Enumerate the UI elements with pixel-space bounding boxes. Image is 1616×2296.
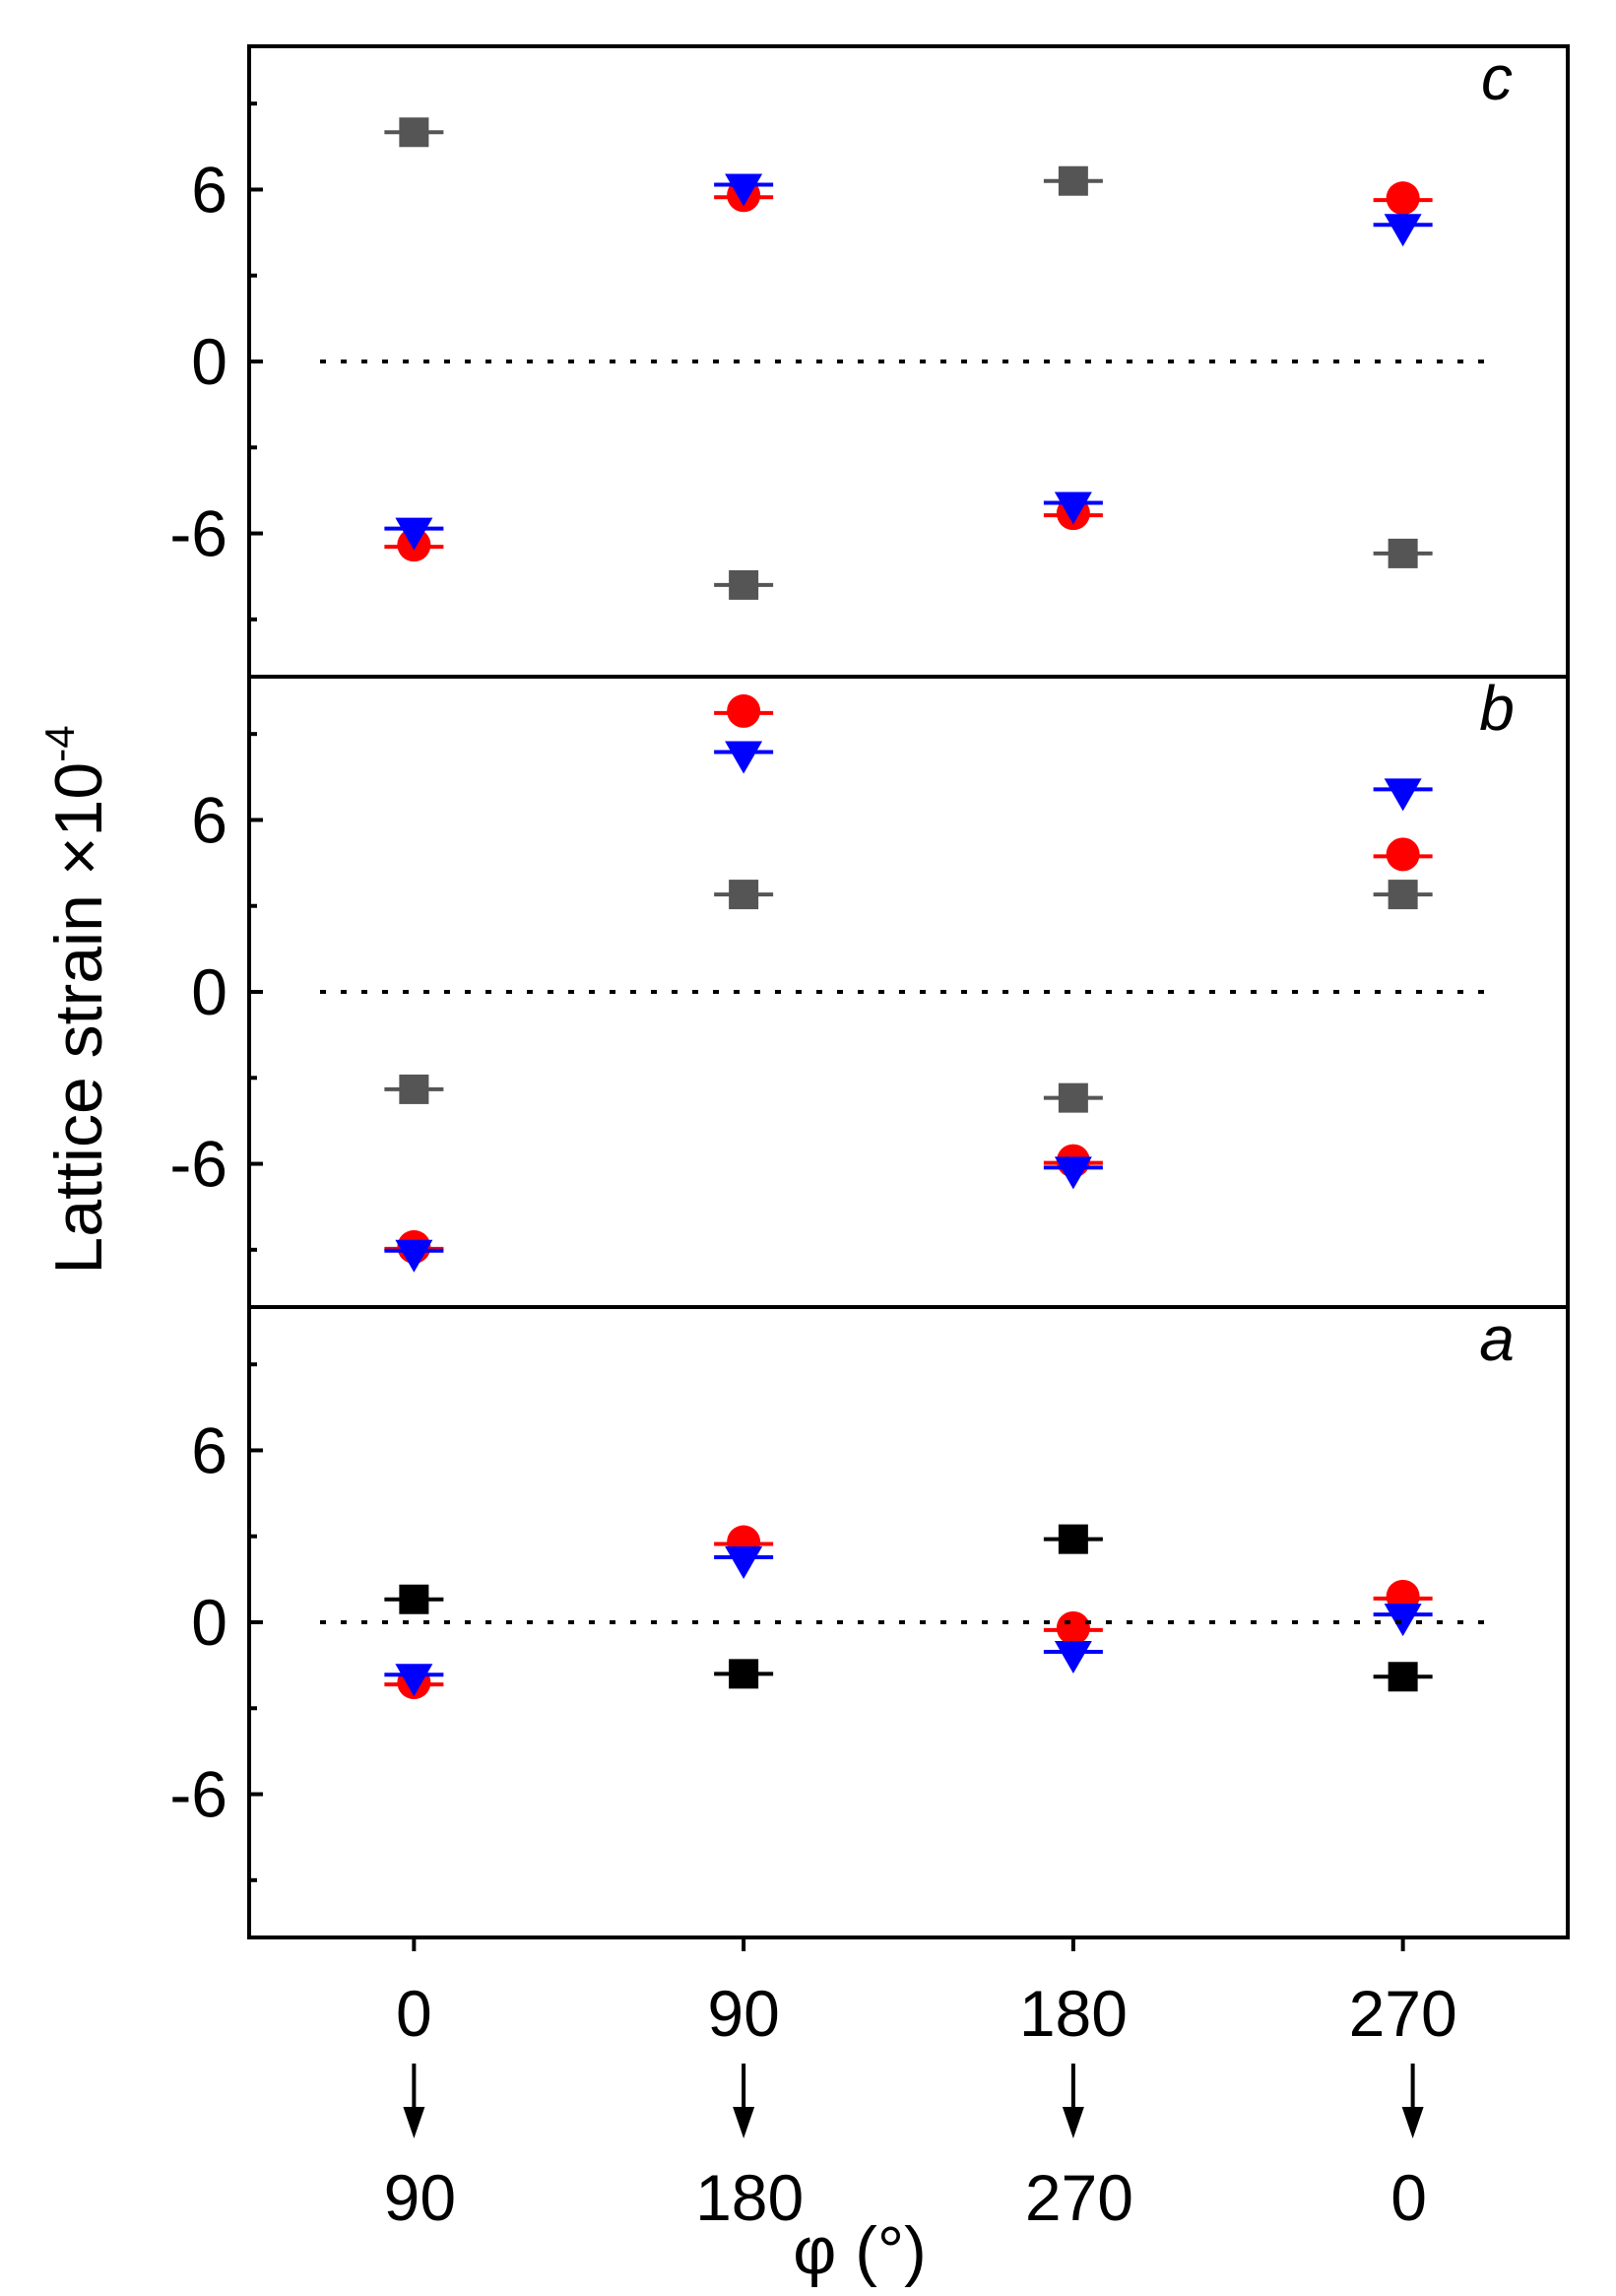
panel-label-b: b: [1479, 673, 1515, 744]
y-axis-title-exponent: -4: [36, 725, 83, 761]
x-arrow-head: [1062, 2107, 1084, 2138]
data-point-triangle: [725, 1546, 763, 1579]
x-tick-label: 270: [1349, 1977, 1457, 2050]
x-arrow-head: [1401, 2107, 1424, 2138]
x-tick-label-second-row: 0: [1390, 2161, 1427, 2234]
y-tick-label-a: -6: [169, 1758, 227, 1831]
data-point-triangle: [395, 1239, 433, 1273]
data-point-triangle: [1384, 778, 1422, 812]
y-tick-label-a: 6: [191, 1413, 227, 1486]
panel-label-c: c: [1481, 42, 1513, 113]
y-tick-label-c: 6: [191, 153, 227, 226]
data-point-square: [729, 880, 759, 910]
data-point-square: [399, 117, 429, 148]
y-tick-label-b: -6: [169, 1128, 227, 1201]
data-point-square: [1058, 1082, 1088, 1113]
y-tick-label-b: 0: [191, 955, 227, 1028]
data-point-square: [1388, 880, 1418, 910]
data-point-triangle: [1054, 1156, 1092, 1190]
y-tick-label-a: 0: [191, 1586, 227, 1659]
data-point-square: [729, 569, 759, 600]
data-point-square: [399, 1584, 429, 1614]
data-point-square: [399, 1074, 429, 1104]
data-point-triangle: [725, 741, 763, 774]
axis-layer: 6 0 -6 c 6 0 -6 b 6 0 -6 a 0 90 90 180 180 270 270 0: [169, 42, 1570, 2234]
data-point-triangle: [1384, 214, 1422, 247]
data-point-triangle: [1054, 1641, 1092, 1673]
data-point-square: [1058, 165, 1088, 196]
y-tick-label-b: 6: [191, 783, 227, 856]
x-axis-title: φ (°): [793, 2213, 926, 2288]
y-axis-title-text: Lattice strain ×10: [41, 762, 116, 1275]
data-point-triangle: [395, 517, 433, 551]
data-point-square: [729, 1659, 759, 1689]
data-point-square: [1058, 1524, 1088, 1554]
x-arrow-head: [733, 2107, 755, 2138]
x-tick-label-second-row: 180: [695, 2161, 804, 2234]
x-tick-label: 180: [1019, 1977, 1128, 2050]
data-point-triangle: [725, 173, 763, 207]
x-tick-label: 0: [396, 1977, 432, 2050]
data-point-square: [1388, 1662, 1418, 1692]
data-point-triangle: [1384, 1604, 1422, 1637]
panel-label-a: a: [1479, 1303, 1515, 1374]
data-point-square: [1388, 538, 1418, 568]
x-tick-label-second-row: 270: [1025, 2161, 1133, 2234]
data-point-triangle: [1054, 492, 1092, 525]
x-tick-label-second-row: 90: [384, 2161, 456, 2234]
plot-layer: [384, 117, 1433, 1700]
y-tick-label-c: 0: [191, 325, 227, 398]
x-tick-label: 90: [707, 1977, 779, 2050]
y-axis-title: Lattice strain ×10-4: [36, 725, 116, 1274]
x-arrow-head: [403, 2107, 425, 2138]
data-point-triangle: [395, 1664, 433, 1697]
y-tick-label-c: -6: [169, 497, 227, 570]
